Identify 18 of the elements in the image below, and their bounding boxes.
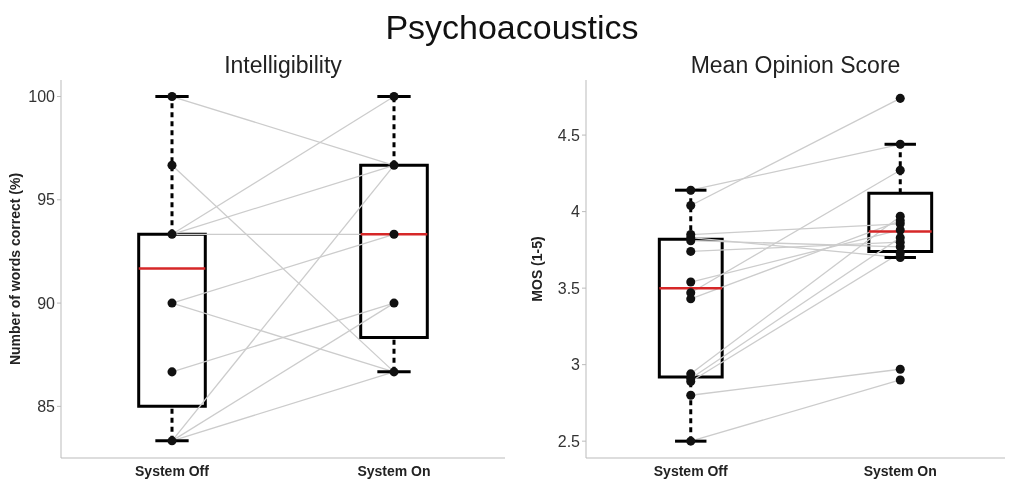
chart-title: Mean Opinion Score — [689, 52, 902, 79]
y-tick-label: 3.5 — [557, 279, 581, 297]
y-tick-label: 90 — [37, 294, 56, 312]
y-axis-title: Number of words correct (%) — [7, 172, 23, 366]
y-tick-label: 4 — [571, 203, 581, 221]
x-tick-label: System Off — [135, 462, 210, 479]
y-tick-label: 95 — [37, 191, 56, 209]
y-tick-label: 3 — [571, 356, 581, 374]
y-tick-label: 85 — [37, 398, 56, 416]
x-tick-label: System On — [357, 462, 431, 479]
chart-title: Intelligibility — [223, 52, 343, 79]
text: Psychoacoustics — [384, 8, 640, 47]
x-tick-label: System On — [863, 462, 937, 479]
y-tick-label: 2.5 — [557, 432, 581, 450]
x-tick-label: System Off — [653, 462, 729, 479]
y-tick-label: 4.5 — [557, 126, 581, 144]
y-axis-title: MOS (1-5) — [529, 236, 545, 302]
y-tick-label: 100 — [28, 88, 56, 106]
